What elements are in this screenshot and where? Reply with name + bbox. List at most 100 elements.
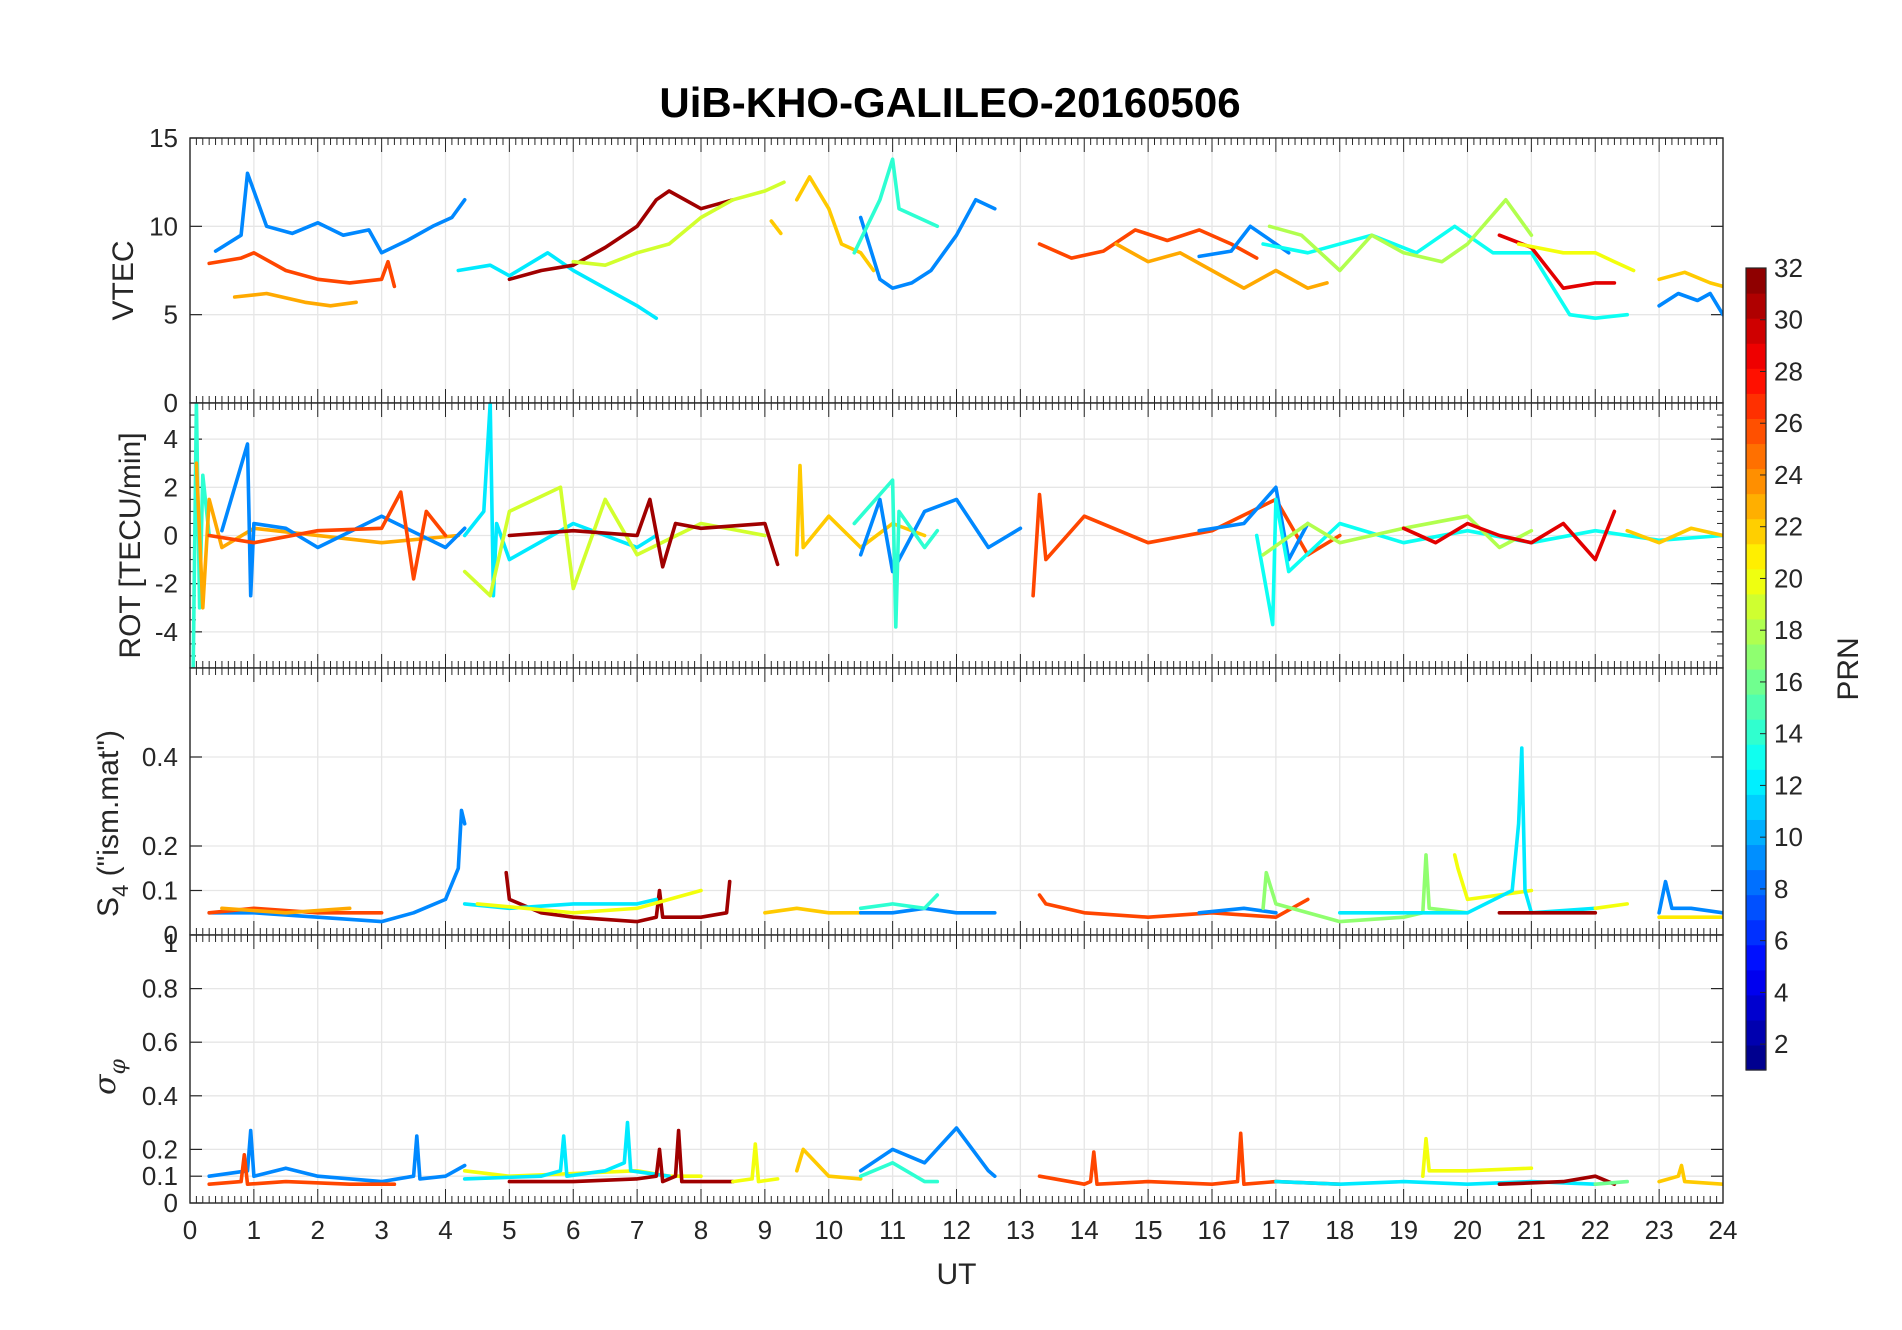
series-line-prn-9 [1657, 291, 1723, 317]
series-line-prn-9 [1197, 906, 1278, 915]
series-line-prn-12 [1338, 746, 1598, 915]
series-line-prn-9 [858, 1126, 997, 1178]
y-tick-label: 0.4 [142, 742, 178, 772]
y-tick-label: 2 [164, 472, 178, 502]
colorbar-segment [1746, 869, 1766, 896]
y-tick-label: 5 [164, 300, 178, 330]
colorbar-segment [1746, 443, 1766, 470]
colorbar-tick-label: 4 [1774, 977, 1788, 1007]
colorbar-tick-label: 16 [1774, 667, 1803, 697]
series-line-prn-14 [852, 157, 940, 255]
colorbar-segment [1746, 694, 1766, 720]
colorbar-segment [1746, 518, 1766, 545]
y-tick-label: 0.1 [142, 1161, 178, 1191]
y-axis-label-sub: 4 [108, 885, 133, 897]
chart-title: UiB-KHO-GALILEO-20160506 [659, 79, 1240, 126]
series-line-prn-9 [1657, 879, 1723, 915]
series-line-prn-14 [191, 403, 211, 668]
colorbar-tick-label: 14 [1774, 719, 1803, 749]
minor-ticks [189, 935, 1724, 1203]
minor-ticks [189, 138, 1724, 403]
x-tick-label: 11 [879, 1215, 906, 1245]
colorbar-box [1745, 267, 1767, 1071]
x-tick-label: 18 [1325, 1215, 1354, 1245]
series-line-prn-20 [1516, 242, 1636, 273]
x-tick-label: 7 [630, 1215, 644, 1245]
panel-s4: 0 0.1 0.2 0.4 S4 ("ism.mat") [92, 667, 1724, 950]
colorbar-segment [1746, 919, 1766, 946]
colorbar-segment [1746, 418, 1766, 445]
series-line-prn-22 [763, 906, 863, 915]
colorbar-segment [1746, 568, 1766, 595]
colorbar-tick-label: 30 [1774, 305, 1803, 335]
colorbar-segment [1746, 744, 1766, 770]
colorbar-segment [1746, 969, 1766, 996]
x-tick-label: 15 [1134, 1215, 1163, 1245]
series-line-prn-9 [220, 442, 467, 598]
series-group [191, 403, 1723, 668]
colorbar-tick-label: 20 [1774, 563, 1803, 593]
x-tick-label: 4 [438, 1215, 452, 1245]
panel-rot: -4 -2 0 2 4 ROT [TECU/min] [114, 402, 1724, 669]
colorbar-tick-label: 6 [1774, 926, 1788, 956]
minor-ticks [189, 403, 1724, 668]
x-tick-label: 19 [1389, 1215, 1418, 1245]
series-line-prn-12 [456, 251, 659, 320]
series-line-prn-26 [207, 251, 397, 289]
colorbar-tick-label: 24 [1774, 460, 1803, 490]
series-line-prn-23 [220, 906, 352, 915]
series-line-prn-26 [1031, 492, 1342, 598]
colorbar-segment [1746, 268, 1766, 294]
series-line-prn-31 [507, 497, 780, 569]
colorbar-segment [1746, 318, 1766, 344]
series-line-prn-26 [1037, 1131, 1342, 1186]
x-tick-label: 12 [942, 1215, 971, 1245]
x-tick-label: 21 [1517, 1215, 1546, 1245]
y-axis-label: S4 ("ism.mat") [92, 730, 133, 917]
series-line-prn-20 [1593, 902, 1629, 911]
series-line-prn-26 [1037, 228, 1259, 260]
series-line-prn-18 [1267, 198, 1534, 273]
series-line-prn-9 [207, 1128, 467, 1184]
y-axis-label: VTEC [107, 240, 140, 320]
series-line-prn-14 [858, 893, 940, 911]
colorbar-label: PRN [1832, 637, 1865, 700]
colorbar-segment [1746, 1019, 1766, 1046]
series-line-prn-23 [1114, 242, 1329, 290]
series-line-prn-22 [1657, 270, 1723, 289]
x-axis-label: UT [937, 1258, 977, 1291]
colorbar-segment [1746, 819, 1766, 846]
series-line-prn-22 [769, 219, 783, 236]
y-tick-label: -2 [155, 569, 178, 599]
series-line-prn-26 [1037, 893, 1310, 919]
colorbar-segment [1746, 844, 1766, 871]
y-tick-label: 15 [149, 123, 178, 153]
colorbar-segment [1746, 944, 1766, 971]
series-line-prn-14 [858, 1161, 940, 1184]
colorbar-segment [1746, 618, 1766, 645]
series-line-prn-9 [1197, 485, 1310, 562]
series-line-prn-9 [858, 497, 1023, 574]
colorbar-segment [1746, 493, 1766, 520]
colorbar-tick-label: 32 [1774, 253, 1803, 283]
colorbar-tick-label: 10 [1774, 822, 1803, 852]
axes-box [189, 934, 1724, 1204]
y-axis-label: ROT [TECU/min] [114, 432, 147, 658]
colorbar-segment [1746, 994, 1766, 1021]
colorbar-segment [1746, 719, 1766, 745]
x-tick-label: 10 [814, 1215, 843, 1245]
colorbar-tick-label: 18 [1774, 615, 1803, 645]
x-tick-label: 22 [1581, 1215, 1610, 1245]
colorbar-tick-label: 8 [1774, 874, 1788, 904]
y-tick-label: -4 [155, 617, 178, 647]
series-line-prn-22 [795, 175, 876, 273]
y-axis-label-rest: ("ism.mat") [92, 730, 125, 885]
colorbar-segment [1746, 343, 1766, 369]
y-tick-label: 0.2 [142, 1134, 178, 1164]
colorbar-segment [1746, 1044, 1766, 1071]
y-tick-label: 0 [164, 521, 178, 551]
colorbar-segment [1746, 368, 1766, 394]
x-tick-label: 6 [566, 1215, 580, 1245]
x-tick-label: 20 [1453, 1215, 1482, 1245]
